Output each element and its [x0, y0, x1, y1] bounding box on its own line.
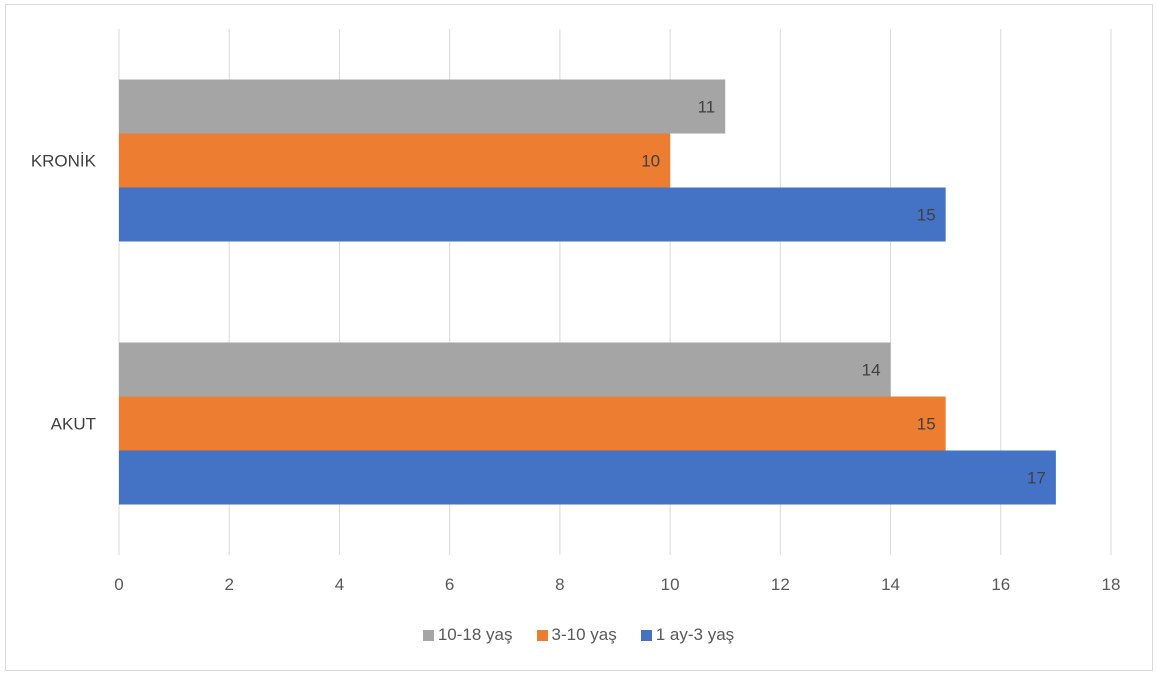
legend-item: 1 ay-3 yaş — [640, 625, 735, 645]
x-tick-label: 12 — [771, 575, 790, 594]
x-tick-label: 0 — [114, 575, 123, 594]
legend-swatch — [422, 629, 434, 641]
data-label: 15 — [917, 415, 936, 434]
x-tick-label: 14 — [881, 575, 900, 594]
x-tick-label: 16 — [991, 575, 1010, 594]
legend-swatch — [640, 629, 652, 641]
data-label: 14 — [862, 361, 881, 380]
bar — [119, 396, 946, 451]
bar — [119, 79, 726, 134]
bar — [119, 450, 1056, 505]
x-tick-label: 6 — [445, 575, 454, 594]
data-label: 17 — [1027, 469, 1046, 488]
legend-item: 3-10 yaş — [536, 625, 617, 645]
bar — [119, 342, 891, 397]
x-tick-label: 4 — [335, 575, 344, 594]
bar — [119, 133, 671, 188]
legend-label: 3-10 yaş — [551, 625, 617, 644]
legend-item: 10-18 yaş — [422, 625, 513, 645]
legend-label: 10-18 yaş — [437, 625, 513, 644]
x-tick-label: 2 — [224, 575, 233, 594]
category-label: KRONİK — [31, 152, 97, 171]
x-tick-label: 18 — [1102, 575, 1121, 594]
data-label: 15 — [917, 206, 936, 225]
data-label: 10 — [641, 152, 660, 171]
category-label: AKUT — [51, 415, 96, 434]
legend-label: 1 ay-3 yaş — [655, 625, 735, 644]
legend: 10-18 yaş 3-10 yaş 1 ay-3 yaş — [0, 625, 1157, 645]
x-tick-label: 8 — [555, 575, 564, 594]
legend-swatch — [536, 629, 548, 641]
data-label: 11 — [698, 98, 716, 117]
x-tick-label: 10 — [661, 575, 680, 594]
bar — [119, 187, 946, 242]
